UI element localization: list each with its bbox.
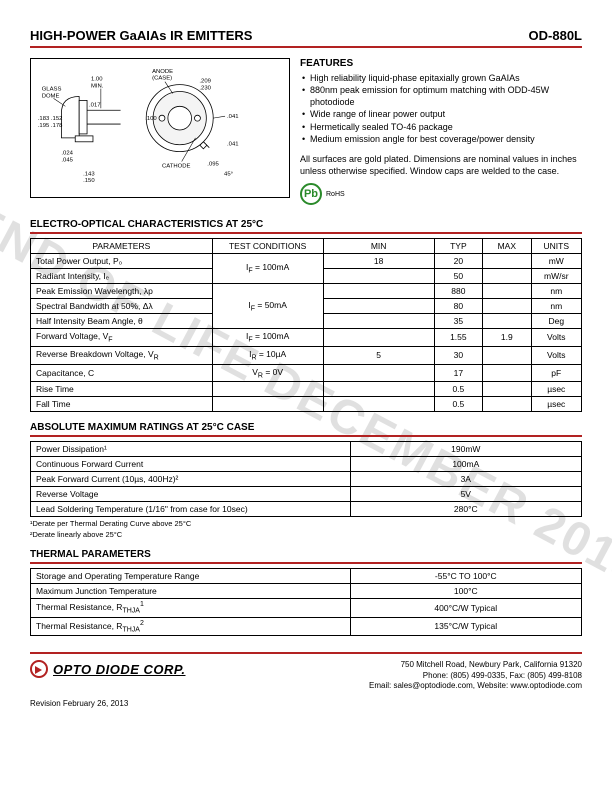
svg-text:GLASS: GLASS [42, 87, 62, 93]
svg-text:.209: .209 [199, 79, 211, 85]
svg-text:.024: .024 [61, 151, 73, 157]
svg-text:.095: .095 [207, 161, 219, 167]
svg-text:.017: .017 [89, 102, 101, 108]
table-header-row: PARAMETERS TEST CONDITIONS MIN TYP MAX U… [31, 239, 582, 254]
svg-text:CATHODE: CATHODE [162, 163, 190, 169]
svg-text:.045: .045 [61, 158, 73, 164]
svg-text:.041: .041 [227, 142, 239, 148]
rohs-icon: Pb [300, 183, 322, 205]
table-row: Peak Forward Current (10µs, 400Hz)²3A [31, 472, 582, 487]
table-row: Peak Emission Wavelength, λpIF = 50mA880… [31, 284, 582, 299]
page-footer: OPTO DIODE CORP. 750 Mitchell Road, Newb… [30, 652, 582, 691]
header-title-left: HIGH-POWER GaAIAs IR EMITTERS [30, 28, 252, 43]
table-row: Maximum Junction Temperature100°C [31, 584, 582, 599]
rohs-badge-group: Pb RoHS [300, 183, 345, 205]
feature-item: 880nm peak emission for optimum matching… [300, 84, 582, 108]
thermal-section-title: THERMAL PARAMETERS [30, 549, 582, 564]
table-row: Total Power Output, P₀IF = 100mA1820mW [31, 254, 582, 269]
col-param: PARAMETERS [31, 239, 213, 254]
abs-footnote-1: ¹Derate per Thermal Derating Curve above… [30, 519, 582, 528]
feature-item: Hermetically sealed TO-46 package [300, 121, 582, 133]
revision-date: Revision February 26, 2013 [30, 699, 582, 708]
company-name: OPTO DIODE CORP. [53, 662, 186, 677]
table-row: Thermal Resistance, RTHJA2135°C/W Typica… [31, 617, 582, 636]
header-part-number: OD-880L [529, 28, 582, 43]
diode-icon [30, 660, 48, 678]
table-row: Forward Voltage, VFIF = 100mA1.551.9Volt… [31, 329, 582, 347]
svg-text:(CASE): (CASE) [152, 76, 172, 82]
abs-ratings-table: Power Dissipation¹190mW Continuous Forwa… [30, 441, 582, 517]
company-logo: OPTO DIODE CORP. [30, 660, 186, 678]
col-test: TEST CONDITIONS [212, 239, 323, 254]
eo-characteristics-table: PARAMETERS TEST CONDITIONS MIN TYP MAX U… [30, 238, 582, 412]
table-row: Rise Time0.5µsec [31, 382, 582, 397]
svg-text:1.00: 1.00 [91, 77, 103, 83]
feature-item: High reliability liquid-phase epitaxiall… [300, 72, 582, 84]
svg-text:.183 .152: .183 .152 [38, 116, 63, 122]
svg-text:.143: .143 [83, 171, 95, 177]
features-list: High reliability liquid-phase epitaxiall… [300, 72, 582, 145]
svg-text:.230: .230 [199, 86, 211, 92]
table-row: Reverse Voltage5V [31, 487, 582, 502]
svg-text:.195 .178: .195 .178 [38, 123, 63, 129]
page-header: HIGH-POWER GaAIAs IR EMITTERS OD-880L [30, 28, 582, 48]
col-units: UNITS [531, 239, 581, 254]
svg-text:45°: 45° [224, 171, 233, 177]
feature-item: Wide range of linear power output [300, 108, 582, 120]
abs-footnote-2: ²Derate linearly above 25°C [30, 530, 582, 539]
svg-text:.150: .150 [83, 178, 95, 184]
svg-text:MIN.: MIN. [91, 84, 104, 90]
table-row: Continuous Forward Current100mA [31, 457, 582, 472]
col-min: MIN [323, 239, 434, 254]
feature-item: Medium emission angle for best coverage/… [300, 133, 582, 145]
company-address: 750 Mitchell Road, Newbury Park, Califor… [369, 660, 582, 670]
package-diagram: GLASS DOME .183 .152 .195 .178 .024 .045… [30, 58, 290, 198]
svg-text:DOME: DOME [42, 93, 60, 99]
features-section: FEATURES High reliability liquid-phase e… [300, 58, 582, 205]
company-email: Email: sales@optodiode.com, Website: www… [369, 681, 582, 691]
abs-section-title: ABSOLUTE MAXIMUM RATINGS AT 25°C CASE [30, 422, 582, 437]
svg-text:.100: .100 [145, 116, 157, 122]
table-row: Power Dissipation¹190mW [31, 442, 582, 457]
table-row: Thermal Resistance, RTHJA1400°C/W Typica… [31, 599, 582, 618]
table-row: Capacitance, CVR = 0V17pF [31, 364, 582, 382]
svg-text:.041: .041 [227, 114, 239, 120]
eo-section-title: ELECTRO-OPTICAL CHARACTERISTICS AT 25°C [30, 219, 582, 234]
company-contact: 750 Mitchell Road, Newbury Park, Califor… [369, 660, 582, 691]
thermal-params-table: Storage and Operating Temperature Range-… [30, 568, 582, 636]
table-row: Lead Soldering Temperature (1/16" from c… [31, 502, 582, 517]
col-typ: TYP [434, 239, 482, 254]
rohs-label: RoHS [326, 191, 345, 198]
col-max: MAX [483, 239, 531, 254]
table-row: Reverse Breakdown Voltage, VRIR = 10µA53… [31, 346, 582, 364]
company-phone: Phone: (805) 499-0335, Fax: (805) 499-81… [369, 671, 582, 681]
features-note: All surfaces are gold plated. Dimensions… [300, 153, 582, 177]
table-row: Storage and Operating Temperature Range-… [31, 569, 582, 584]
table-row: Fall Time0.5µsec [31, 397, 582, 412]
features-title: FEATURES [300, 58, 582, 69]
svg-text:ANODE: ANODE [152, 69, 173, 75]
